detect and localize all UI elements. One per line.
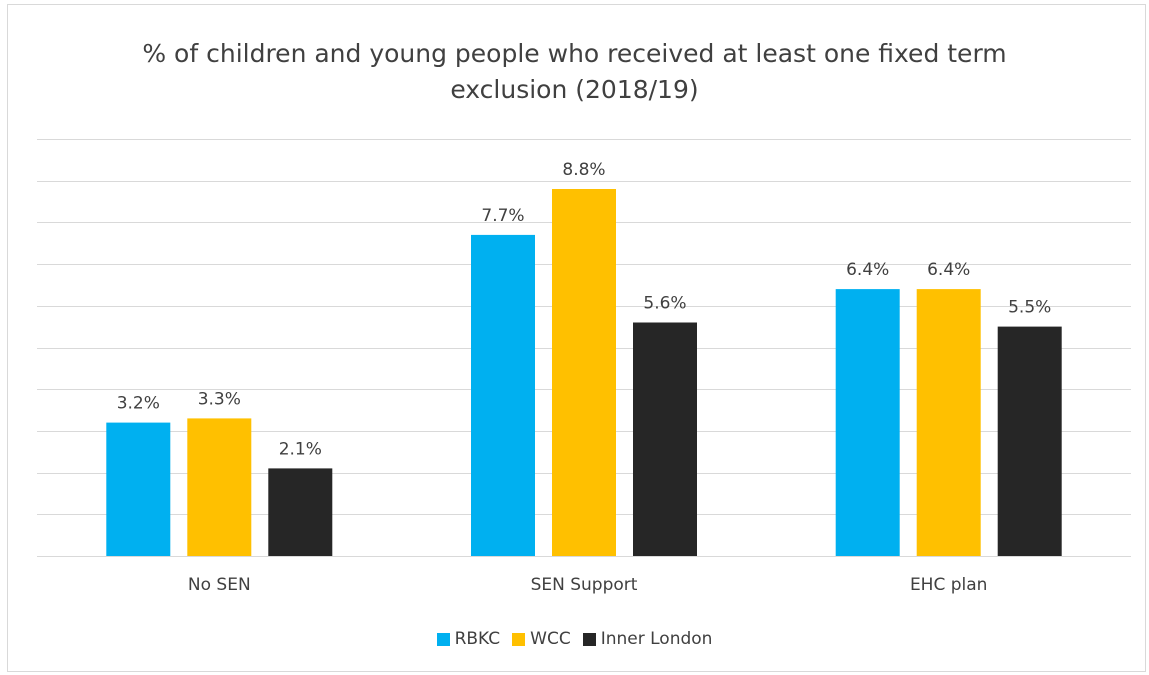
legend-label-inner-london: Inner London bbox=[600, 629, 713, 649]
bar-rbkc-ehc-plan bbox=[835, 289, 900, 556]
bar-wcc-ehc-plan bbox=[916, 289, 981, 556]
legend-swatch-wcc bbox=[512, 632, 526, 646]
chart-title-line-1: % of children and young people who recei… bbox=[142, 39, 1007, 68]
x-tick-label: No SEN bbox=[188, 575, 251, 595]
legend-swatch-rbkc bbox=[436, 632, 450, 646]
x-tick-label: SEN Support bbox=[531, 575, 638, 595]
legend: RBKC WCC Inner London bbox=[0, 629, 1149, 649]
x-tick-label: EHC plan bbox=[910, 575, 988, 595]
bar-inner-london-no-sen bbox=[268, 468, 333, 556]
legend-label-wcc: WCC bbox=[530, 629, 571, 649]
chart-title: % of children and young people who recei… bbox=[0, 36, 1149, 108]
bar-wcc-sen-support bbox=[552, 189, 616, 556]
legend-item-rbkc: RBKC bbox=[436, 629, 501, 649]
bar-rbkc-sen-support bbox=[471, 234, 535, 556]
legend-item-inner-london: Inner London bbox=[582, 629, 713, 649]
bar-rbkc-no-sen bbox=[106, 422, 171, 556]
data-label: 2.1% bbox=[279, 439, 322, 459]
data-label: 6.4% bbox=[927, 260, 970, 280]
bar-inner-london-ehc-plan bbox=[997, 326, 1062, 556]
legend-item-wcc: WCC bbox=[512, 629, 571, 649]
data-label: 6.4% bbox=[846, 260, 889, 280]
legend-label-rbkc: RBKC bbox=[454, 629, 501, 649]
bar-inner-london-sen-support bbox=[633, 322, 697, 556]
data-label: 3.3% bbox=[198, 389, 241, 409]
data-label: 5.6% bbox=[643, 294, 686, 314]
legend-swatch-inner-london bbox=[582, 632, 596, 646]
data-label: 8.8% bbox=[562, 160, 605, 180]
data-label: 5.5% bbox=[1008, 298, 1051, 318]
bar-wcc-no-sen bbox=[187, 418, 252, 556]
chart-title-line-2: exclusion (2018/19) bbox=[450, 75, 699, 104]
data-label: 7.7% bbox=[481, 206, 524, 226]
data-label: 3.2% bbox=[117, 394, 160, 414]
